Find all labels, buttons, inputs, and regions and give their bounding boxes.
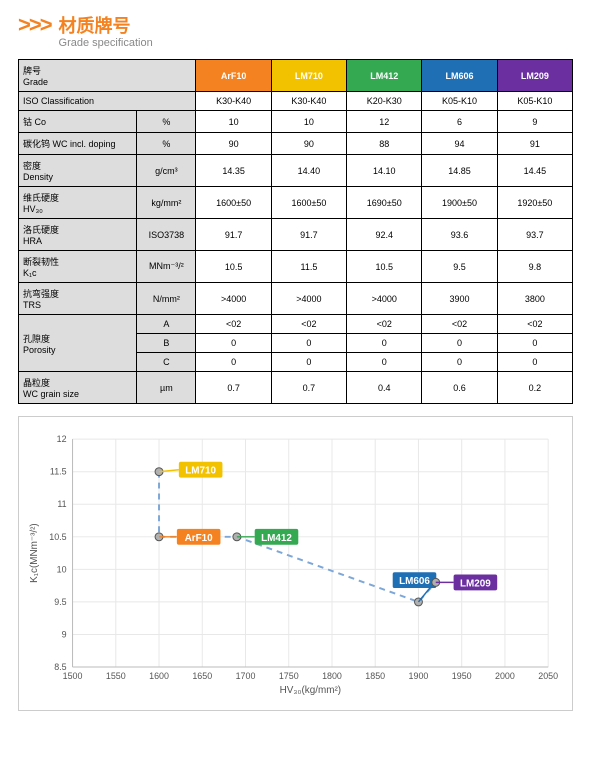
table-row: 碳化钨 WC incl. doping%9090889491 — [19, 133, 573, 155]
svg-text:1950: 1950 — [452, 671, 472, 681]
row-label: 维氏硬度HV₃₀ — [19, 187, 137, 219]
svg-text:2050: 2050 — [538, 671, 558, 681]
table-row: 孔隙度PorosityA<02<02<02<02<02 — [19, 315, 573, 334]
svg-text:1700: 1700 — [236, 671, 256, 681]
svg-text:1850: 1850 — [365, 671, 385, 681]
kic-hv-chart: 1500 1550 1600 1650 1700 1750 1800 1850 1900 1950… — [23, 423, 568, 703]
svg-text:ArF10: ArF10 — [185, 533, 214, 544]
row-label: 抗弯强度TRS — [19, 283, 137, 315]
row-label: 孔隙度Porosity — [19, 315, 137, 372]
svg-text:11: 11 — [57, 499, 66, 509]
chart-container: 1500 1550 1600 1650 1700 1750 1800 1850 1900 1950… — [18, 416, 573, 711]
svg-text:HV₃₀(kg/mm²): HV₃₀(kg/mm²) — [280, 685, 341, 696]
row-label: 碳化钨 WC incl. doping — [19, 133, 137, 155]
svg-text:1650: 1650 — [192, 671, 212, 681]
grade-header-arf10: ArF10 — [196, 60, 271, 92]
table-row: 钴 Co%10101269 — [19, 111, 573, 133]
title-cn: 材质牌号 — [59, 17, 153, 35]
svg-text:2000: 2000 — [495, 671, 515, 681]
table-row: 抗弯强度TRSN/mm²>4000>4000>400039003800 — [19, 283, 573, 315]
grade-table: 牌号GradeArF10LM710LM412LM606LM209ISO Clas… — [18, 59, 573, 404]
svg-text:9: 9 — [62, 629, 67, 639]
table-row: ISO ClassificationK30-K40K30-K40K20-K30K… — [19, 92, 573, 111]
svg-text:K₁c(MNm⁻³/²): K₁c(MNm⁻³/²) — [29, 523, 40, 583]
svg-text:1600: 1600 — [149, 671, 169, 681]
chevrons-icon: >>> — [18, 12, 51, 38]
svg-text:11.5: 11.5 — [50, 467, 67, 477]
row-label: 密度Density — [19, 155, 137, 187]
table-row: 洛氏硬度HRAISO373891.791.792.493.693.7 — [19, 219, 573, 251]
row-label: ISO Classification — [19, 92, 196, 111]
page-header: >>> 材质牌号 Grade specification — [18, 12, 573, 49]
svg-text:LM412: LM412 — [261, 533, 292, 544]
row-label: 晶粒度WC grain size — [19, 372, 137, 404]
row-label: 钴 Co — [19, 111, 137, 133]
title-stack: 材质牌号 Grade specification — [59, 17, 153, 49]
row-label: 断裂韧性K₁c — [19, 251, 137, 283]
grade-header-lm412: LM412 — [347, 60, 422, 92]
svg-text:8.5: 8.5 — [54, 662, 66, 672]
svg-text:1800: 1800 — [322, 671, 342, 681]
grade-header-lm710: LM710 — [271, 60, 346, 92]
svg-text:12: 12 — [57, 434, 67, 444]
svg-text:10.5: 10.5 — [49, 532, 66, 542]
row-label: 洛氏硬度HRA — [19, 219, 137, 251]
svg-text:LM710: LM710 — [185, 466, 216, 477]
grade-header-lm606: LM606 — [422, 60, 497, 92]
svg-text:10: 10 — [57, 564, 67, 574]
table-row: 晶粒度WC grain sizeµm0.70.70.40.60.2 — [19, 372, 573, 404]
svg-text:LM606: LM606 — [399, 576, 430, 587]
table-header-row: 牌号GradeArF10LM710LM412LM606LM209 — [19, 60, 573, 92]
svg-text:1900: 1900 — [409, 671, 429, 681]
svg-text:1550: 1550 — [106, 671, 126, 681]
svg-text:1750: 1750 — [279, 671, 299, 681]
row-label: 牌号Grade — [19, 60, 196, 92]
svg-text:LM209: LM209 — [460, 578, 491, 589]
table-row: 密度Densityg/cm³14.3514.4014.1014.8514.45 — [19, 155, 573, 187]
svg-text:1500: 1500 — [63, 671, 83, 681]
table-row: 断裂韧性K₁cMNm⁻³/²10.511.510.59.59.8 — [19, 251, 573, 283]
grade-header-lm209: LM209 — [497, 60, 572, 92]
table-row: 维氏硬度HV₃₀kg/mm²1600±501600±501690±501900±… — [19, 187, 573, 219]
svg-text:9.5: 9.5 — [54, 597, 66, 607]
title-en: Grade specification — [59, 37, 153, 49]
